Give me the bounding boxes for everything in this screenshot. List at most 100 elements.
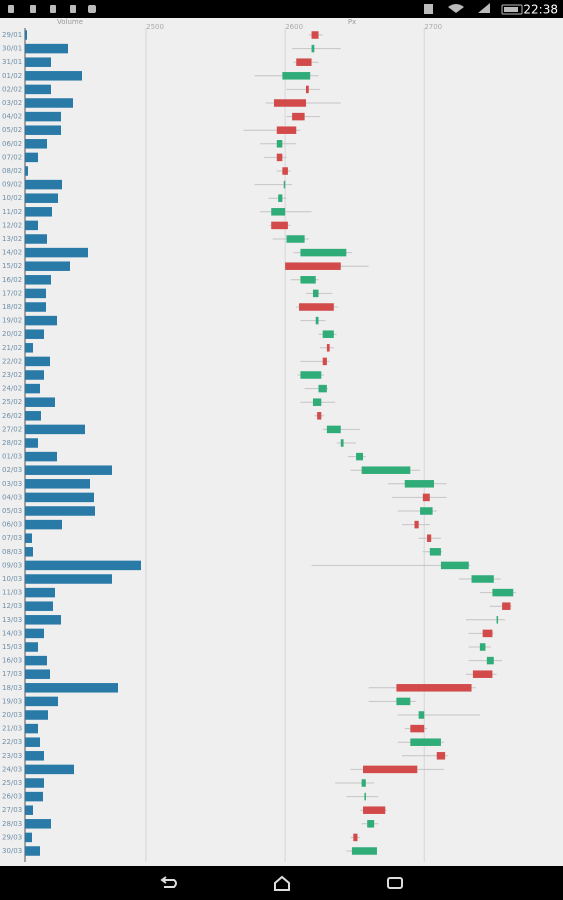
volume-bar [25,451,57,462]
volume-bar [25,98,73,108]
date-label: 30/03 [2,847,22,855]
battery-level [504,7,518,12]
volume-bar [25,791,43,802]
candle-body [364,792,366,801]
volume-bar [25,438,38,448]
volume-bar [25,220,38,231]
candle-body [311,44,315,53]
date-label: 21/02 [2,344,22,352]
volume-bar [25,43,68,54]
volume-bar [25,519,62,530]
candle-body [322,357,327,366]
volume-bar [25,71,82,81]
volume-bar [25,805,33,815]
date-label: 20/03 [2,711,22,719]
x-tick-label: 2600 [285,23,303,31]
candle-body [326,344,330,352]
volume-title: Volume [57,18,83,26]
candle-body [361,779,366,787]
candle-body [285,262,341,270]
volume-bar [25,207,52,217]
candle-body [472,670,493,678]
notification-icon [8,5,14,13]
clock: 22:38 [523,3,558,17]
volume-bar [25,723,38,734]
date-label: 04/02 [2,113,22,121]
volume-bar [25,465,112,475]
volume-bar [25,288,46,299]
volume-bar [25,356,50,367]
candle-body [318,384,327,393]
date-label: 22/02 [2,357,22,365]
candle-body [315,316,319,325]
date-label: 09/03 [2,561,22,569]
date-label: 17/02 [2,289,22,297]
date-label: 11/03 [2,589,22,597]
home-button[interactable] [274,875,290,891]
volume-bar [25,642,38,652]
volume-bar [25,84,51,95]
candle-body [292,112,305,121]
volume-bar [25,683,118,693]
usb-icon [30,5,36,13]
volume-bar [25,111,61,122]
volume-bar [25,832,32,843]
candle-body [396,684,472,692]
volume-bar [25,57,51,67]
candle-body [429,548,441,556]
volume-bar [25,533,32,543]
volume-bar [25,764,74,775]
volume-bar [25,234,47,244]
date-label: 07/03 [2,534,22,542]
candle-body [363,806,386,814]
candle-body [440,561,469,570]
date-label: 13/02 [2,235,22,243]
candle-body [410,738,441,746]
candle-body [353,833,358,842]
volume-bar [25,261,70,271]
recents-button[interactable] [387,877,403,889]
date-label: 29/01 [2,31,22,39]
date-label: 05/03 [2,507,22,515]
volume-bar [25,370,44,380]
candle-body [496,616,499,624]
date-label: 01/03 [2,453,22,461]
date-label: 18/02 [2,303,22,311]
date-label: 05/02 [2,126,22,134]
volume-bar [25,751,44,761]
volume-bar [25,710,48,720]
candle-body [296,58,312,66]
volume-bar [25,302,46,312]
volume-bar [25,383,40,394]
candle-body [271,221,288,230]
android-icon [88,5,96,13]
date-label: 02/03 [2,466,22,474]
candle-body [482,629,493,638]
candle-body [471,575,494,583]
volume-bar [25,601,53,611]
date-label: 26/03 [2,793,22,801]
date-label: 21/03 [2,725,22,733]
date-label: 14/03 [2,629,22,637]
date-label: 13/03 [2,616,22,624]
date-label: 08/03 [2,548,22,556]
candle-body [326,425,341,434]
candle-body [276,126,297,134]
candle-body [300,276,316,284]
volume-bar [25,574,112,584]
volume-bar [25,343,33,353]
date-label: 24/02 [2,385,22,393]
candle-body [276,140,283,148]
status-bar [0,0,563,18]
x-tick-label: 2500 [146,23,164,31]
volume-bar [25,424,85,435]
nav-bar [0,866,563,900]
candle-body [283,180,286,189]
back-button[interactable] [160,876,177,888]
date-label: 12/02 [2,221,22,229]
volume-bar [25,247,88,258]
volume-bar [25,315,57,326]
volume-bar [25,166,28,176]
